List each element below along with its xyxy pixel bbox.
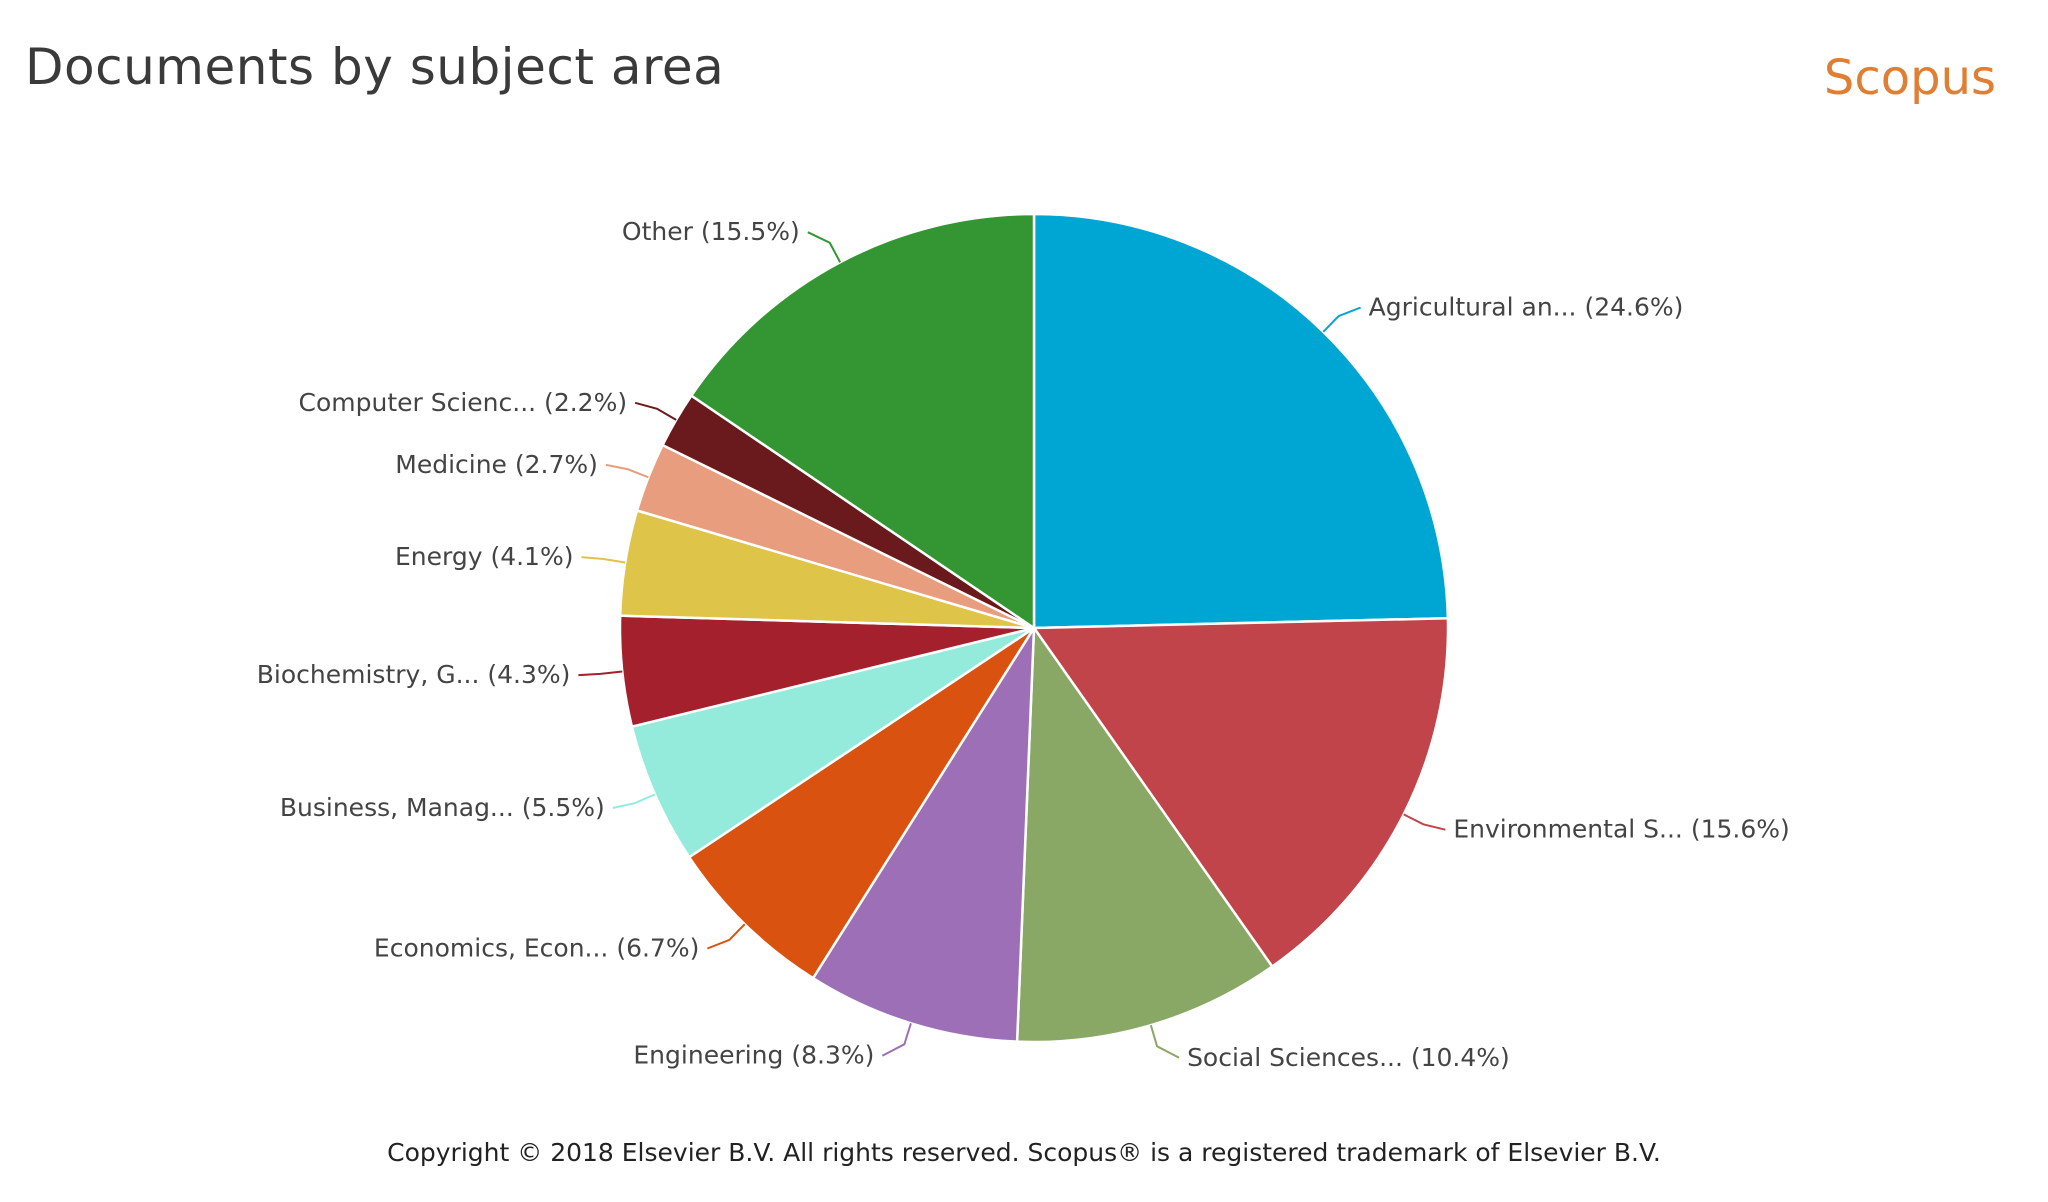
leader-line-environmental-s [1403, 813, 1446, 831]
leader-line-biochemistry-g [578, 670, 623, 677]
leader-line-economics-econ [706, 923, 746, 950]
slice-label-biochemistry-g: Biochemistry, G... (4.3%) [257, 660, 571, 689]
chart-title: Documents by subject area [25, 38, 725, 96]
slice-label-economics-econ: Economics, Econ... (6.7%) [374, 934, 699, 963]
slice-label-medicine: Medicine (2.7%) [395, 450, 598, 479]
slice-label-social-sciences: Social Sciences... (10.4%) [1187, 1043, 1510, 1072]
slice-label-other: Other (15.5%) [622, 217, 800, 246]
slice-labels: Agricultural an... (24.6%) Environmental … [257, 217, 1790, 1072]
scopus-logo: Scopus [1823, 50, 1996, 106]
leader-line-social-sciences [1149, 1024, 1180, 1059]
leader-lines [578, 231, 1446, 1059]
pie-slice-economics-econ [687, 626, 1036, 980]
slice-label-energy: Energy (4.1%) [395, 542, 574, 571]
slice-label-environmental-s: Environmental S... (15.6%) [1453, 815, 1789, 844]
pie-slice-engineering [811, 623, 1036, 1043]
leader-line-medicine [605, 463, 649, 479]
pie-slice-business-manag [630, 626, 1035, 859]
slice-label-computer-scienc: Computer Scienc... (2.2%) [299, 388, 628, 417]
pie-slice-agricultural-an [1032, 212, 1450, 630]
copyright-notice: Copyright © 2018 Elsevier B.V. All right… [387, 1138, 1661, 1167]
pie-slices [618, 212, 1450, 1044]
slice-label-engineering: Engineering (8.3%) [633, 1041, 874, 1070]
slice-label-business-manag: Business, Manag... (5.5%) [280, 793, 605, 822]
leader-line-computer-scienc [634, 401, 677, 421]
leader-line-business-manag [612, 793, 656, 810]
leader-line-other [807, 231, 841, 263]
leader-line-energy [581, 556, 626, 564]
leader-line-engineering [881, 1022, 912, 1057]
leader-line-agricultural-an [1322, 306, 1362, 333]
slice-label-agricultural-an: Agricultural an... (24.6%) [1369, 293, 1684, 322]
